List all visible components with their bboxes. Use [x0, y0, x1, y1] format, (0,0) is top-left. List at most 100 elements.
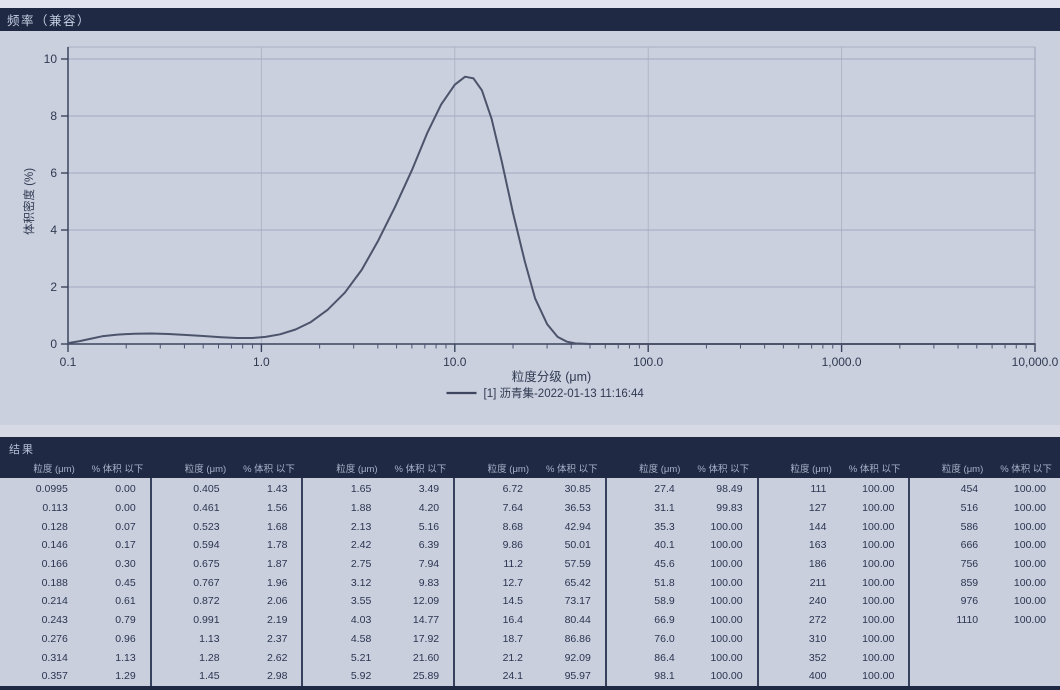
- size-value: 400: [808, 670, 827, 683]
- results-section-label: 结果: [9, 444, 35, 456]
- result-row: 186 100.00: [759, 555, 909, 574]
- result-row: 8.68 42.94: [455, 517, 605, 536]
- result-row: 0.357 1.29: [0, 667, 150, 686]
- pct-value: 21.60: [412, 651, 440, 664]
- size-value: 144: [808, 520, 827, 533]
- size-value: 0.461: [193, 502, 220, 515]
- pct-value: 2.06: [266, 595, 288, 608]
- size-value: 45.6: [654, 558, 675, 571]
- results-body: 0.0995 0.00 0.113 0.00 0.128 0.07 0.146 0.17 0.1…: [0, 478, 1060, 686]
- pct-value: 98.49: [716, 483, 743, 496]
- pct-value: 100.00: [1013, 502, 1047, 515]
- result-row: 976 100.00: [910, 592, 1060, 611]
- pct-value: 100.00: [862, 483, 895, 496]
- pct-value: 7.94: [418, 558, 440, 571]
- size-value: 40.1: [654, 539, 675, 552]
- pct-value: 100.00: [710, 670, 743, 683]
- top-strip: [0, 0, 1060, 8]
- size-value: 0.0995: [35, 483, 68, 496]
- pct-value: 100.00: [862, 576, 895, 589]
- size-value: 86.4: [654, 651, 675, 664]
- pct-value: 100.00: [1013, 483, 1047, 496]
- result-row: 66.9 100.00: [607, 611, 757, 630]
- result-row: 0.405 1.43: [152, 480, 302, 499]
- pct-value: 73.17: [564, 595, 591, 608]
- size-value: 859: [960, 576, 979, 589]
- pct-value: 100.00: [862, 651, 895, 664]
- result-row: 0.146 0.17: [0, 536, 150, 555]
- result-row: 58.9 100.00: [607, 592, 757, 611]
- size-value: 0.405: [193, 483, 220, 496]
- results-column-group: 0.0995 0.00 0.113 0.00 0.128 0.07 0.146 0.17 0.1…: [0, 478, 150, 686]
- size-value: 1.45: [199, 670, 220, 683]
- size-value: 310: [808, 632, 827, 645]
- size-value: 127: [808, 502, 827, 515]
- pct-value: 57.59: [564, 558, 591, 571]
- size-value: 16.4: [502, 614, 523, 627]
- size-value: 31.1: [654, 502, 675, 515]
- result-row: 0.991 2.19: [152, 611, 302, 630]
- result-row: 310 100.00: [759, 630, 909, 649]
- result-row: 2.75 7.94: [303, 555, 453, 574]
- pct-value: 1.43: [266, 483, 288, 496]
- result-row: 11.2 57.59: [455, 555, 605, 574]
- y-tick-label: 2: [50, 280, 57, 294]
- pct-value: 100.00: [1013, 520, 1047, 533]
- pct-value: 100.00: [1013, 576, 1047, 589]
- results-column-group: 454 100.00 516 100.00 586 100.00 666 100.00 756 1…: [908, 478, 1060, 686]
- pct-value: 100.00: [1013, 595, 1047, 608]
- result-row: 0.188 0.45: [0, 573, 150, 592]
- size-value: 0.357: [41, 670, 68, 683]
- size-value: 352: [808, 651, 827, 664]
- result-row: 2.42 6.39: [303, 536, 453, 555]
- pct-value: 36.53: [564, 502, 591, 515]
- result-row: 98.1 100.00: [607, 667, 757, 686]
- pct-value: 100.00: [710, 576, 743, 589]
- results-header-group: 粒度 (μm) % 体积 以下: [303, 461, 454, 475]
- result-row: 0.314 1.13: [0, 648, 150, 667]
- results-column-group: 27.4 98.49 31.1 99.83 35.3 100.00 40.1 100.00 45…: [604, 478, 757, 686]
- pct-value: 0.45: [115, 576, 136, 589]
- results-headers: 粒度 (μm) % 体积 以下 粒度 (μm) % 体积 以下 粒度 (μm) % 体积 …: [0, 461, 1060, 475]
- pct-value: 95.97: [564, 670, 591, 683]
- result-row: 9.86 50.01: [455, 536, 605, 555]
- size-value: 8.68: [502, 520, 523, 533]
- pct-column-header: % 体积 以下: [394, 464, 447, 475]
- size-value: 0.594: [193, 539, 220, 552]
- size-value: 2.75: [350, 558, 372, 571]
- pct-value: 1.96: [266, 576, 288, 589]
- pct-value: 65.42: [564, 576, 591, 589]
- size-value: 240: [808, 595, 827, 608]
- size-value: 1.65: [350, 483, 372, 496]
- result-row: 0.214 0.61: [0, 592, 150, 611]
- size-value: 976: [960, 595, 979, 608]
- size-value: 0.243: [41, 614, 68, 627]
- size-value: 516: [960, 502, 979, 515]
- result-row: 586 100.00: [910, 517, 1060, 536]
- size-value: 51.8: [654, 576, 675, 589]
- size-value: 2.13: [350, 520, 372, 533]
- pct-value: 100.00: [1013, 614, 1047, 627]
- result-row: 4.58 17.92: [303, 630, 453, 649]
- size-value: 98.1: [654, 670, 675, 683]
- result-row: 163 100.00: [759, 536, 909, 555]
- size-value: 14.5: [502, 595, 523, 608]
- size-value: 21.2: [502, 651, 523, 664]
- size-value: 11.2: [503, 558, 523, 571]
- result-row: 4.03 14.77: [303, 611, 453, 630]
- result-row: 111 100.00: [759, 480, 909, 499]
- size-value: 1.88: [350, 502, 372, 515]
- results-column-group: 0.405 1.43 0.461 1.56 0.523 1.68 0.594 1.78 0.67…: [149, 478, 302, 686]
- size-column-header: 粒度 (μm): [639, 464, 681, 475]
- chart-title: 频率（兼容）: [7, 14, 92, 28]
- x-tick-label: 10.0: [443, 355, 467, 369]
- pct-value: 0.61: [115, 595, 136, 608]
- result-row: 3.55 12.09: [303, 592, 453, 611]
- size-value: 1110: [956, 614, 979, 627]
- legend-label: [1] 沥青集-2022-01-13 11:16:44: [484, 386, 645, 400]
- size-value: 9.86: [502, 539, 523, 552]
- size-value: 0.675: [193, 558, 220, 571]
- result-row: 0.872 2.06: [152, 592, 302, 611]
- result-row: 1110 100.00: [910, 611, 1060, 630]
